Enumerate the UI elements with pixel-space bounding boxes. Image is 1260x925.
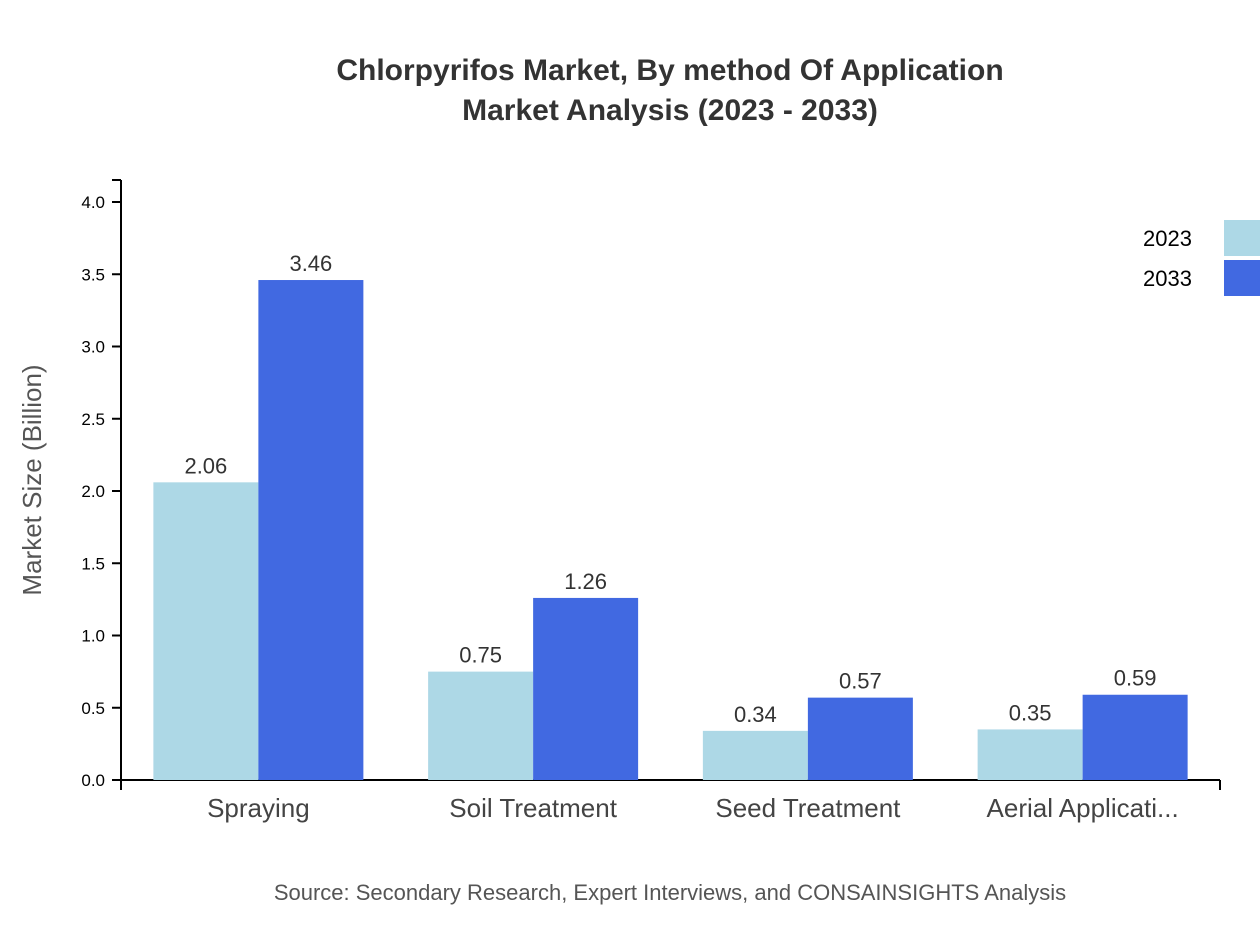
bar-2033: [533, 597, 639, 780]
bar-2033: [807, 697, 913, 780]
bar-2033: [1082, 694, 1188, 780]
legend-label: 2033: [1143, 266, 1192, 291]
chart-subtitle: Market Analysis (2023 - 2033): [462, 94, 878, 127]
y-tick-label: 2.5: [81, 410, 105, 429]
data-label: 2.06: [184, 453, 227, 478]
bar-2023: [428, 671, 534, 780]
bar-2023: [702, 730, 808, 780]
y-tick-label: 1.0: [81, 627, 105, 646]
data-label: 0.59: [1114, 666, 1157, 691]
bar-2023: [153, 482, 259, 780]
legend-swatch-2033: [1224, 260, 1260, 296]
data-label: 0.57: [839, 669, 882, 694]
y-tick-label: 3.0: [81, 338, 105, 357]
legend-swatch-2023: [1224, 220, 1260, 256]
data-label: 1.26: [564, 569, 607, 594]
data-label: 3.46: [289, 251, 332, 276]
bar-2023: [977, 729, 1083, 780]
x-tick-label: Aerial Applicati...: [987, 793, 1179, 823]
source-note: Source: Secondary Research, Expert Inter…: [274, 880, 1066, 905]
data-label: 0.34: [734, 702, 777, 727]
y-tick-label: 3.5: [81, 265, 105, 284]
y-tick-label: 1.5: [81, 554, 105, 573]
y-tick-label: 0.5: [81, 699, 105, 718]
x-tick-label: Spraying: [207, 793, 310, 823]
y-axis-label: Market Size (Billion): [17, 364, 47, 595]
x-tick-label: Seed Treatment: [715, 793, 901, 823]
data-label: 0.75: [459, 643, 502, 668]
data-label: 0.35: [1009, 700, 1052, 725]
bar-2033: [258, 280, 364, 780]
chart-title: Chlorpyrifos Market, By method Of Applic…: [336, 54, 1003, 87]
y-tick-label: 0.0: [81, 771, 105, 790]
legend-label: 2023: [1143, 226, 1192, 251]
x-tick-label: Soil Treatment: [449, 793, 617, 823]
y-tick-label: 4.0: [81, 193, 105, 212]
y-tick-label: 2.0: [81, 482, 105, 501]
